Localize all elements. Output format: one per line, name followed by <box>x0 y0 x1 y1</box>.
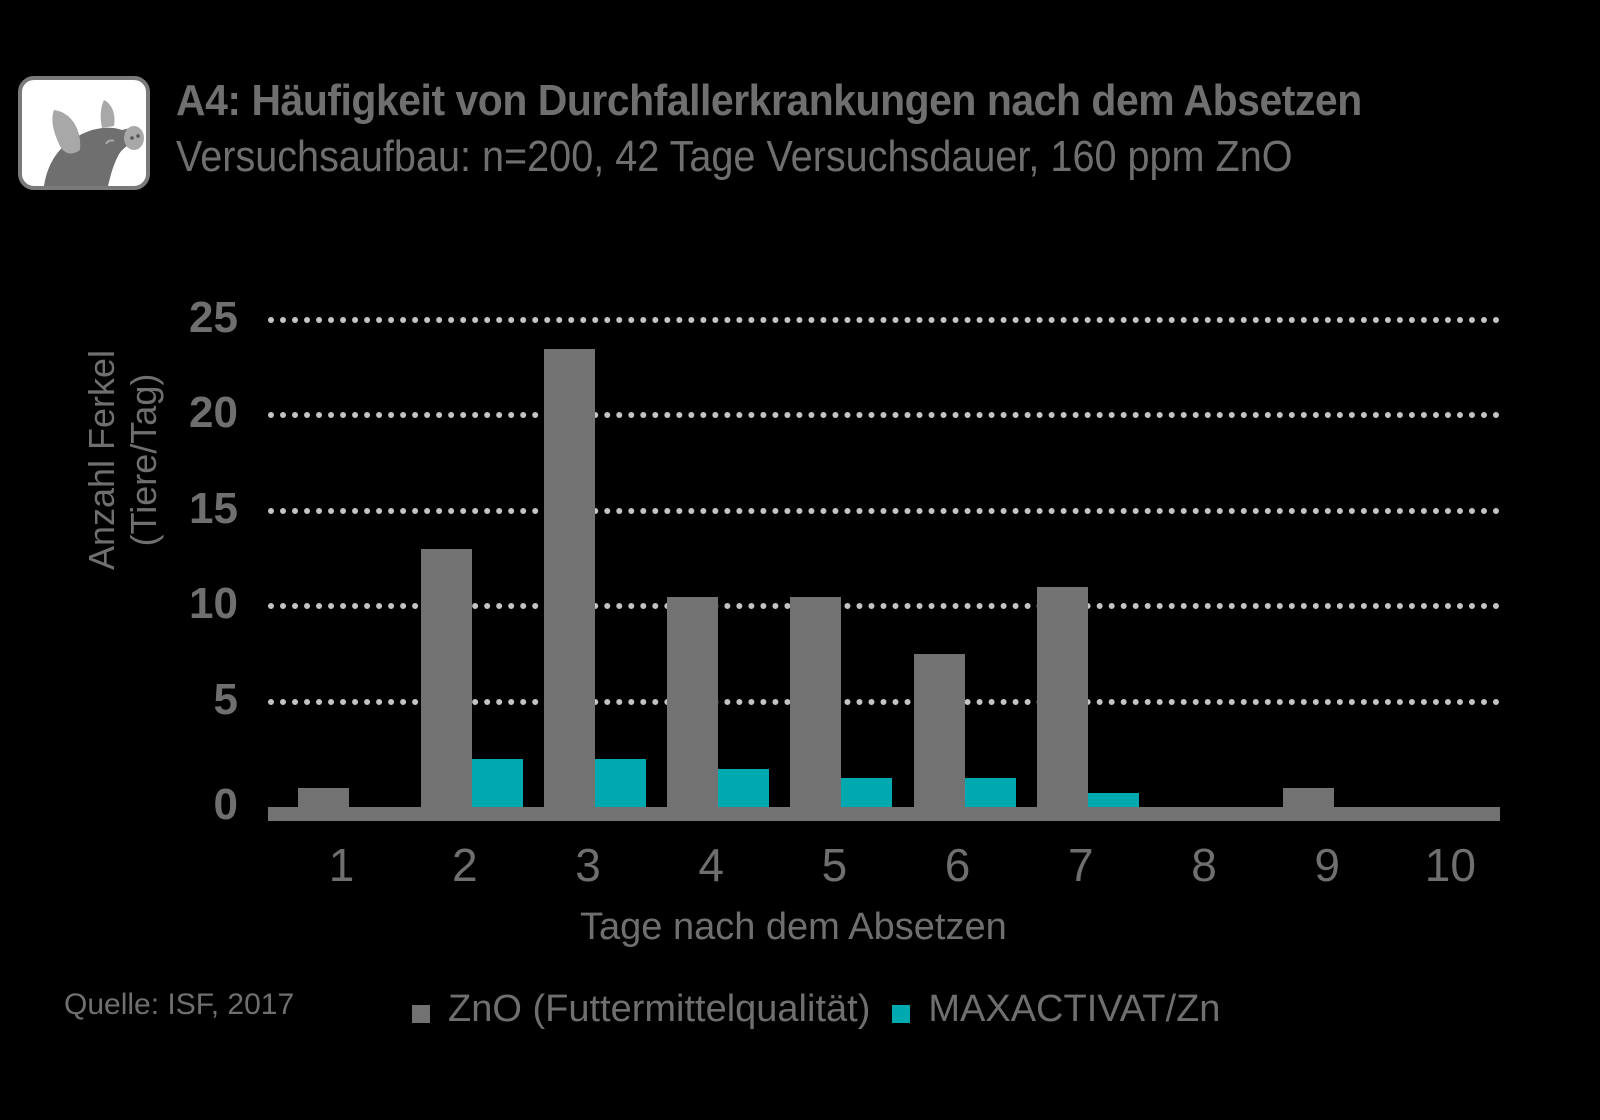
legend-item-maxactivat: MAXACTIVAT/Zn <box>892 988 1220 1031</box>
gridline <box>268 507 1500 514</box>
bar-zno <box>667 596 719 807</box>
x-tick-label: 8 <box>1191 839 1217 891</box>
x-tick-label: 4 <box>698 839 724 891</box>
bar-zno <box>297 787 349 807</box>
gridline <box>268 316 1500 323</box>
bar-zno <box>913 654 965 807</box>
bar-maxactivat <box>964 778 1016 807</box>
chart-subtitle: Versuchsaufbau: n=200, 42 Tage Versuchsd… <box>176 132 1293 181</box>
y-tick-label: 20 <box>189 388 238 437</box>
legend-swatch-zno <box>412 1004 430 1023</box>
bar-zno <box>790 596 842 807</box>
x-tick-label: 1 <box>328 839 355 891</box>
legend-swatch-maxactivat <box>892 1004 911 1023</box>
legend-label-zno: ZnO (Futtermittelqualität) <box>448 988 871 1030</box>
plot-area <box>268 300 1500 807</box>
x-axis-label: Tage nach dem Absetzen <box>580 906 1007 948</box>
x-tick-label: 5 <box>821 839 848 891</box>
y-axis-label-line-1: Anzahl Ferkel <box>81 349 122 571</box>
bar-maxactivat <box>595 759 646 807</box>
bar-zno <box>544 348 595 807</box>
y-tick-label: 15 <box>189 483 238 533</box>
gridline <box>268 698 1500 705</box>
bar-zno <box>1283 787 1335 807</box>
x-tick-label: 3 <box>575 839 601 891</box>
bar-zno <box>420 549 472 807</box>
gridline <box>268 412 1500 418</box>
y-tick-label: 0 <box>213 780 238 829</box>
bar-maxactivat <box>718 768 770 807</box>
bar-maxactivat <box>471 759 523 807</box>
source-note: Quelle: ISF, 2017 <box>64 988 295 1021</box>
legend: ZnO (Futtermittelqualität) MAXACTIVAT/Zn <box>412 988 1242 1031</box>
bar-zno <box>1036 587 1088 807</box>
y-axis-label: Anzahl Ferkel (Tiere/Tag) <box>68 300 178 620</box>
legend-item-zno: ZnO (Futtermittelqualität) <box>412 988 870 1031</box>
y-tick-label: 5 <box>213 674 238 724</box>
y-tick-label: 10 <box>189 579 238 628</box>
gridline <box>268 603 1500 609</box>
legend-label-maxactivat: MAXACTIVAT/Zn <box>928 988 1221 1030</box>
x-tick-label: 6 <box>944 839 971 891</box>
bar-maxactivat <box>1087 792 1139 807</box>
chart-title: A4: Häufigkeit von Durchfallerkrankungen… <box>176 76 1362 125</box>
x-tick-label: 10 <box>1424 839 1476 891</box>
y-axis-label-line-2: (Tiere/Tag) <box>123 373 164 547</box>
y-tick-label: 25 <box>189 292 238 342</box>
x-tick-label: 2 <box>452 839 478 891</box>
bar-maxactivat <box>841 778 893 807</box>
x-axis-baseline <box>268 807 1500 821</box>
x-tick-label: 9 <box>1314 839 1340 891</box>
x-tick-label: 7 <box>1068 839 1094 891</box>
pig-icon <box>18 76 150 190</box>
